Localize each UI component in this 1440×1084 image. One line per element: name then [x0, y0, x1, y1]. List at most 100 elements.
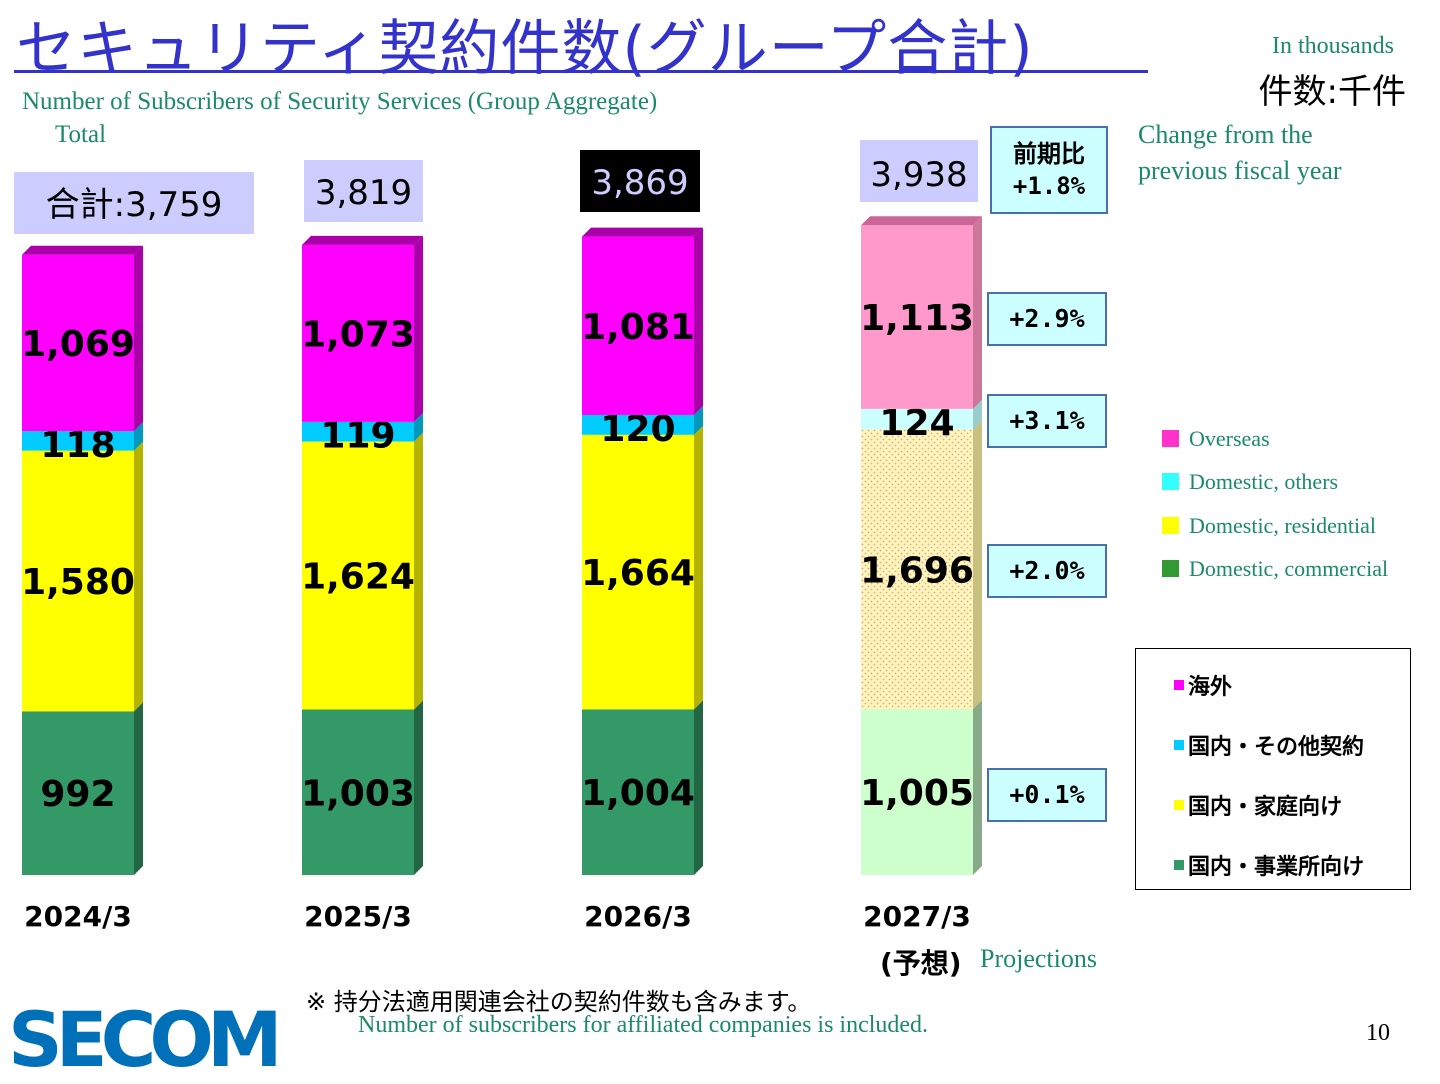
legend-label: Domestic, commercial — [1189, 556, 1389, 581]
yoy-total-label: 前期比 — [1013, 140, 1085, 168]
category-label-2026/3: 2026/3 — [584, 900, 692, 933]
category-label-2024/3: 2024/3 — [24, 900, 132, 933]
yoy-domestic-commercial: +0.1% — [987, 768, 1107, 822]
value-label-others-2027/3: 124 — [879, 403, 954, 444]
bar-segment-overseas-2025/3 — [302, 244, 414, 422]
legend-label: Overseas — [1189, 426, 1270, 451]
footnote-en: Number of subscribers for affiliated com… — [358, 1012, 929, 1038]
bar-side-commercial-2026/3 — [694, 700, 703, 875]
bar-side-residential-2027/3 — [973, 420, 982, 710]
value-label-residential-2025/3: 1,624 — [301, 557, 415, 598]
bar-side-overseas-2025/3 — [414, 235, 423, 422]
legend-jp-domestic-others: 国内・その他契約 — [1174, 729, 1364, 761]
bar-top-2026/3 — [582, 227, 703, 237]
legend-jp-domestic-commercial: 国内・事業所向け — [1174, 849, 1364, 881]
bar-segment-overseas-2024/3 — [22, 254, 134, 432]
bar-segment-commercial-2027/3 — [861, 709, 973, 875]
legend-jp-domestic-residential: 国内・家庭向け — [1174, 789, 1342, 821]
subtitle-en: Number of Subscribers of Security Servic… — [22, 88, 658, 115]
total-box-2024: 合計:3,759 — [14, 172, 254, 234]
legend-en-domestic-others: Domestic, others — [1162, 469, 1338, 495]
value-label-others-2026/3: 120 — [600, 409, 675, 450]
legend-label: 国内・その他契約 — [1188, 735, 1365, 760]
bar-side-others-2027/3 — [973, 399, 982, 430]
category-label-2025/3: 2025/3 — [304, 900, 412, 933]
yoy-overseas: +2.9% — [987, 292, 1107, 346]
bar-side-commercial-2025/3 — [414, 700, 423, 875]
legend-label: Domestic, residential — [1189, 513, 1376, 538]
legend-swatch — [1174, 860, 1184, 870]
bar-segment-commercial-2025/3 — [302, 709, 414, 875]
bar-segment-overseas-2026/3 — [582, 236, 694, 415]
value-label-commercial-2024/3: 992 — [40, 774, 115, 815]
legend-jp-box: 海外 国内・その他契約 国内・家庭向け 国内・事業所向け — [1135, 648, 1411, 890]
footnote-jp: ※ 持分法適用関連会社の契約件数も含みます。 — [306, 988, 812, 1016]
yoy-total-box: 前期比 +1.8% — [990, 126, 1108, 214]
total-label-en: Total — [55, 121, 107, 148]
legend-label: 海外 — [1188, 675, 1233, 700]
bar-segment-others-2027/3 — [861, 408, 973, 430]
value-label-residential-2024/3: 1,580 — [21, 562, 135, 603]
bar-side-residential-2024/3 — [134, 441, 143, 712]
bar-segment-residential-2024/3 — [22, 450, 134, 712]
yoy-domestic-others: +3.1% — [987, 394, 1107, 448]
bar-side-others-2026/3 — [694, 405, 703, 435]
legend-swatch — [1174, 740, 1184, 750]
legend-swatch — [1174, 800, 1184, 810]
bar-top-2027/3 — [861, 216, 982, 226]
legend-swatch — [1162, 473, 1179, 490]
bar-side-overseas-2026/3 — [694, 227, 703, 415]
bar-side-residential-2026/3 — [694, 425, 703, 710]
projection-label-jp: (予想) — [880, 947, 962, 980]
bar-side-residential-2025/3 — [414, 432, 423, 710]
value-label-commercial-2025/3: 1,003 — [301, 773, 415, 814]
total-box-2026: 3,869 — [580, 150, 700, 212]
legend-en-domestic-commercial: Domestic, commercial — [1162, 556, 1388, 582]
bar-segment-commercial-2026/3 — [582, 709, 694, 875]
value-label-others-2025/3: 119 — [320, 416, 395, 457]
total-box-2025: 3,819 — [304, 160, 423, 222]
change-label-en: Change from the previous fiscal year — [1138, 120, 1342, 185]
bar-segment-residential-2025/3 — [302, 441, 414, 710]
bar-side-others-2025/3 — [414, 412, 423, 442]
bar-segment-others-2025/3 — [302, 421, 414, 442]
bar-segment-others-2024/3 — [22, 431, 134, 451]
bar-side-commercial-2027/3 — [973, 700, 982, 875]
bar-side-overseas-2024/3 — [134, 245, 143, 432]
legend-en-overseas: Overseas — [1162, 426, 1270, 452]
page-number: 10 — [1366, 1020, 1390, 1046]
bar-side-others-2024/3 — [134, 422, 143, 451]
bar-segment-overseas-2027/3 — [861, 225, 973, 409]
value-label-overseas-2025/3: 1,073 — [301, 314, 415, 355]
value-label-overseas-2024/3: 1,069 — [21, 324, 135, 365]
total-box-2027: 3,938 — [860, 140, 978, 202]
value-label-residential-2026/3: 1,664 — [581, 553, 695, 594]
value-label-overseas-2026/3: 1,081 — [581, 307, 695, 348]
projection-label-en: Projections — [980, 944, 1097, 973]
value-label-commercial-2027/3: 1,005 — [860, 773, 974, 814]
value-label-commercial-2026/3: 1,004 — [581, 773, 695, 814]
bar-side-overseas-2027/3 — [973, 216, 982, 409]
value-label-residential-2027/3: 1,696 — [860, 550, 974, 591]
legend-label: Domestic, others — [1189, 469, 1339, 494]
legend-swatch — [1162, 517, 1179, 534]
legend-swatch — [1162, 560, 1179, 577]
secom-logo: SECOM — [8, 995, 283, 1084]
legend-swatch — [1162, 430, 1179, 447]
category-label-2027/3: 2027/3 — [863, 900, 971, 933]
bar-segment-residential-2027/3 — [861, 429, 973, 710]
bar-segment-residential-2026/3 — [582, 434, 694, 710]
legend-jp-overseas: 海外 — [1174, 669, 1232, 701]
bar-segment-others-2026/3 — [582, 414, 694, 435]
legend-label: 国内・家庭向け — [1188, 795, 1343, 820]
yoy-domestic-residential: +2.0% — [987, 544, 1107, 598]
title-underline — [14, 70, 1148, 73]
unit-label-jp: 件数:千件 — [1258, 72, 1406, 112]
value-label-others-2024/3: 118 — [40, 425, 115, 466]
bar-top-2025/3 — [302, 235, 423, 245]
legend-label: 国内・事業所向け — [1188, 855, 1365, 880]
yoy-total-value: +1.8% — [1012, 172, 1086, 200]
legend-swatch — [1174, 680, 1184, 690]
bar-top-2024/3 — [22, 245, 143, 255]
